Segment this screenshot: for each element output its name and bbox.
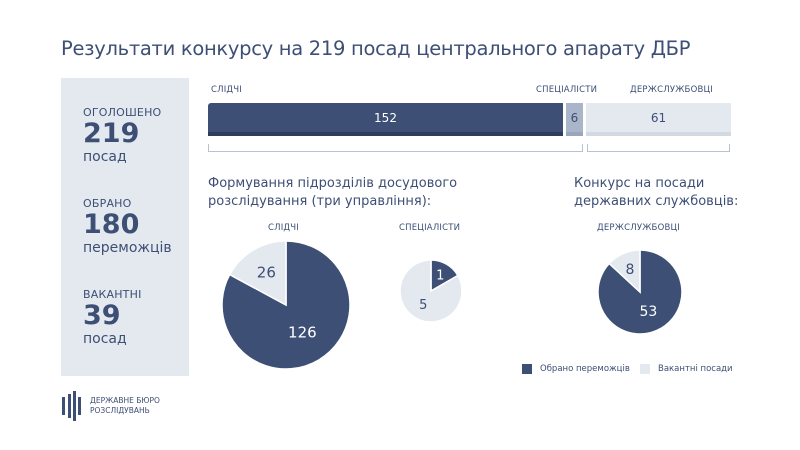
summary-value: 219 [83, 118, 140, 149]
bar-segment-civil-servants: 61 [586, 103, 731, 136]
bar-label-investigators: СЛІДЧІ [211, 85, 243, 95]
summary-unit: переможців [83, 240, 172, 256]
bar-label-specialists: СПЕЦІАЛІСТИ [536, 85, 598, 95]
pie-slice [228, 240, 287, 307]
summary-panel: ОГОЛОШЕНО 219 посад ОБРАНО 180 переможці… [61, 78, 189, 376]
summary-announced: ОГОЛОШЕНО 219 посад [83, 106, 161, 165]
bracket-investigation [208, 144, 583, 152]
legend-swatch [640, 364, 650, 374]
summary-unit: посад [83, 331, 127, 347]
dbr-logo-icon [62, 391, 81, 421]
section-title-investigation: Формування підрозділів досудового розслі… [208, 176, 458, 209]
legend-item-selected: Обрано переможців [522, 364, 630, 374]
legend-label: Обрано переможців [540, 364, 630, 374]
bar-segment-specialists: 6 [566, 103, 583, 136]
section-title-civil-service: Конкурс на посади державних службовців: [574, 176, 739, 209]
page-title: Результати конкурсу на 219 посад централ… [61, 37, 691, 60]
logo: ДЕРЖАВНЕ БЮРО РОЗСЛІДУВАНЬ [62, 391, 160, 421]
pie-data-label: 26 [257, 263, 276, 281]
pie-slice [608, 249, 641, 294]
summary-value: 180 [83, 209, 140, 240]
summary-unit: посад [83, 149, 127, 165]
legend-item-vacant: Вакантні посади [640, 364, 733, 374]
bar-label-civil-servants: ДЕРЖСЛУЖБОВЦІ [630, 85, 714, 95]
pie-title-specialists: СПЕЦІАЛІСТИ [399, 223, 461, 233]
summary-label: ОБРАНО [83, 197, 132, 210]
summary-vacant: ВАКАНТНІ 39 посад [83, 288, 142, 347]
pie-data-label: 1 [436, 268, 444, 283]
pie-data-label: 8 [625, 262, 634, 278]
bar-segment-investigators: 152 [208, 103, 563, 136]
legend-swatch [522, 364, 532, 374]
summary-value: 39 [83, 300, 121, 331]
pie-data-label: 126 [288, 324, 317, 342]
pie-slice [399, 259, 463, 323]
logo-line1: ДЕРЖАВНЕ БЮРО [90, 396, 160, 405]
pie-title-civil-servants: ДЕРЖСЛУЖБОВЦІ [597, 223, 681, 233]
pie-data-label: 53 [639, 304, 657, 320]
pie-title-investigators: СЛІДЧІ [268, 223, 300, 233]
pie-data-label: 5 [419, 298, 427, 313]
logo-line2: РОЗСЛІДУВАНЬ [90, 406, 150, 415]
summary-label: ОГОЛОШЕНО [83, 106, 162, 119]
legend-label: Вакантні посади [658, 364, 733, 374]
summary-selected: ОБРАНО 180 переможців [83, 197, 172, 256]
bracket-civil-service [587, 144, 730, 152]
summary-label: ВАКАНТНІ [83, 288, 142, 301]
